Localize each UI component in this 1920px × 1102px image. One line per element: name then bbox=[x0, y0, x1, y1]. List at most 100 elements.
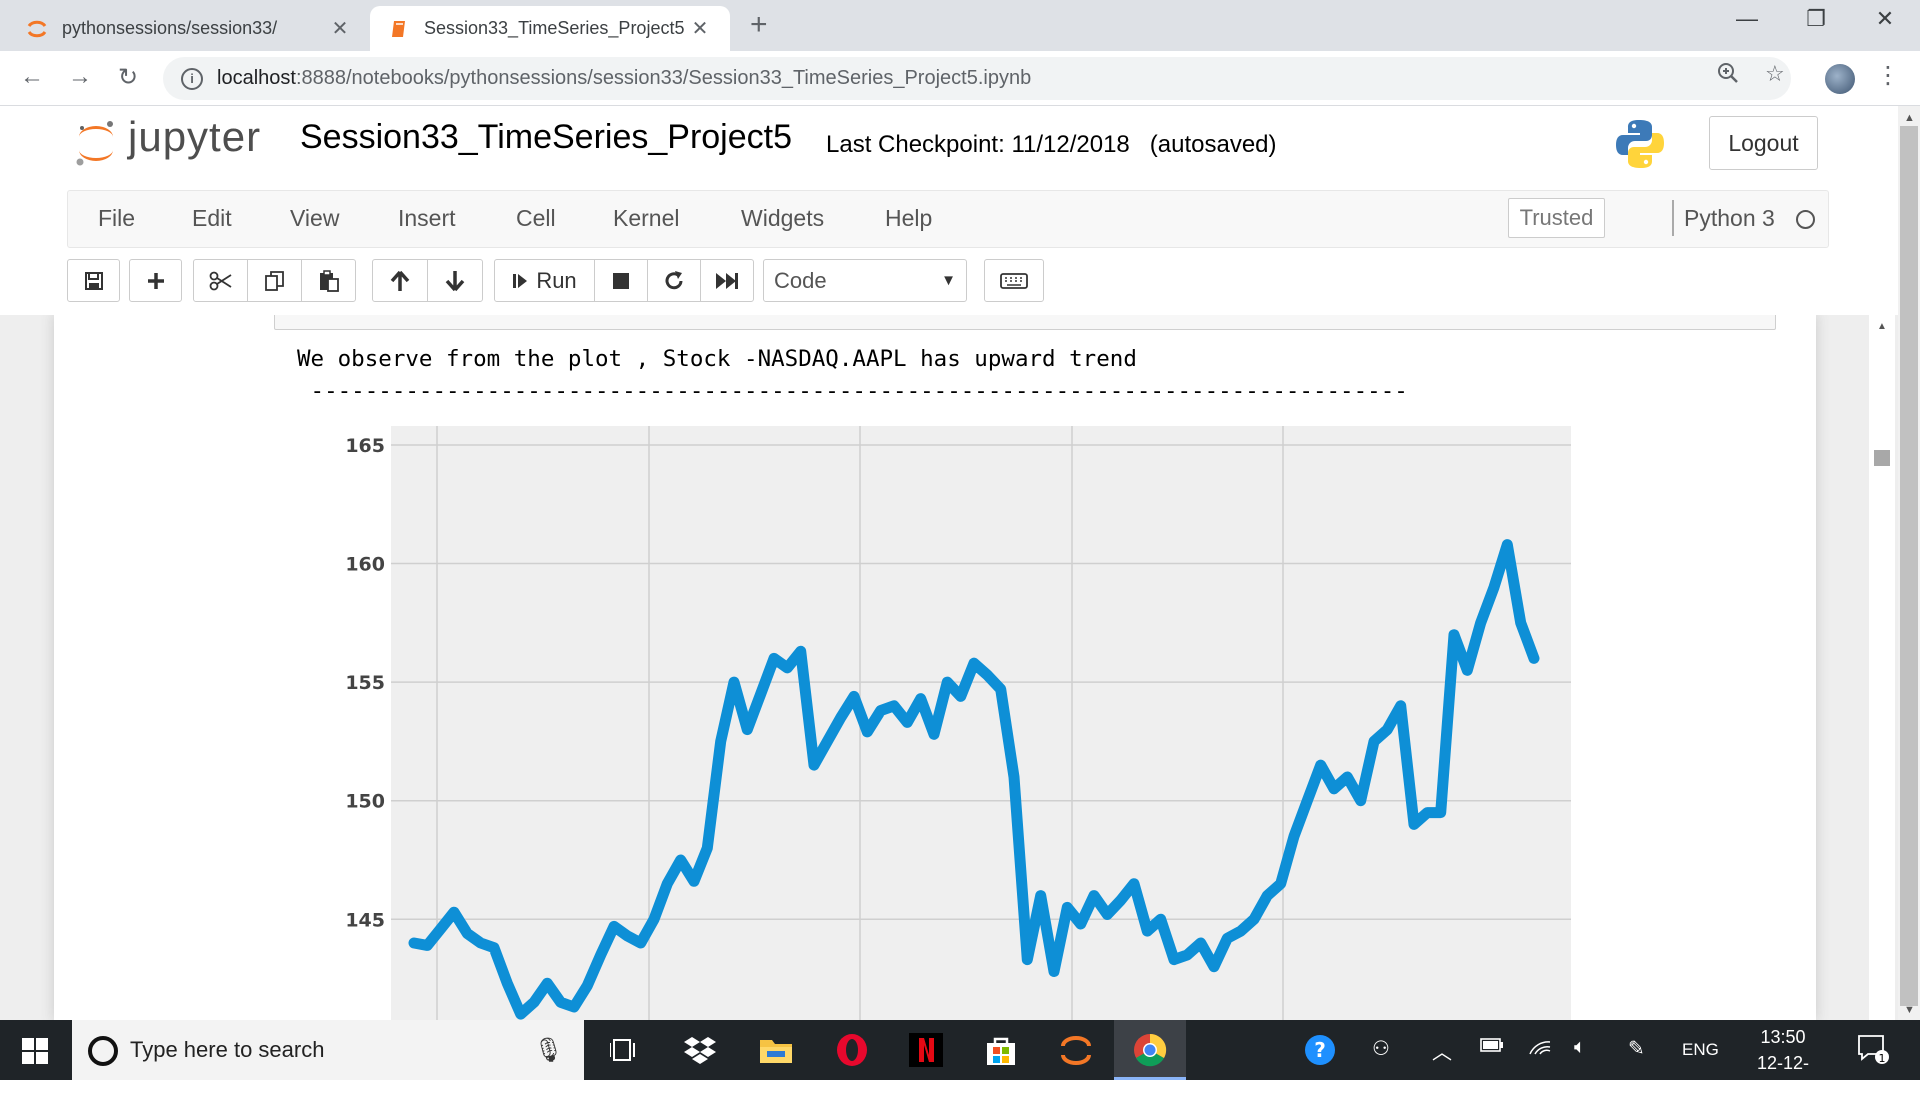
move-up-button[interactable] bbox=[372, 259, 428, 302]
menu-widgets[interactable]: Widgets bbox=[741, 205, 825, 231]
move-down-button[interactable] bbox=[427, 259, 483, 302]
notebook-container: We observe from the plot , Stock -NASDAQ… bbox=[54, 315, 1816, 1020]
close-window-icon[interactable]: ✕ bbox=[1875, 6, 1895, 31]
people-icon[interactable]: ⚇ bbox=[1372, 1038, 1390, 1060]
restart-button[interactable] bbox=[647, 259, 701, 302]
run-all-button[interactable] bbox=[700, 259, 754, 302]
site-info-icon[interactable]: i bbox=[181, 67, 203, 90]
page-scrollbar[interactable]: ▲ ▼ bbox=[1898, 106, 1920, 1020]
cut-button[interactable] bbox=[193, 259, 248, 302]
cell-output-text: We observe from the plot , Stock -NASDAQ… bbox=[297, 343, 1408, 407]
page-scroll-thumb[interactable] bbox=[1900, 126, 1918, 1006]
microsoft-store-icon[interactable] bbox=[983, 1032, 1019, 1068]
task-view-icon[interactable] bbox=[606, 1032, 642, 1068]
copy-button[interactable] bbox=[247, 259, 302, 302]
kernel-idle-icon bbox=[1796, 210, 1815, 229]
code-cell-input[interactable] bbox=[274, 315, 1776, 330]
page-scroll-up-icon[interactable]: ▲ bbox=[1904, 112, 1915, 124]
tab-title: pythonsessions/session33/ bbox=[62, 18, 278, 38]
cell-type-select[interactable]: Code ▼ bbox=[763, 259, 967, 302]
output-line-2: ----------------------------------------… bbox=[297, 378, 1408, 404]
profile-avatar[interactable] bbox=[1825, 64, 1855, 94]
language-indicator[interactable]: ENG bbox=[1682, 1040, 1719, 1059]
chevron-up-icon[interactable]: ︿ bbox=[1432, 1042, 1452, 1064]
new-tab-button[interactable]: + bbox=[750, 8, 768, 41]
zoom-icon[interactable] bbox=[1716, 61, 1740, 91]
menu-cell[interactable]: Cell bbox=[516, 205, 556, 231]
taskbar-search-box[interactable]: Type here to search 🎙 bbox=[72, 1020, 584, 1080]
fast-forward-icon bbox=[716, 272, 738, 289]
menu-help[interactable]: Help bbox=[885, 205, 933, 231]
keyboard-icon bbox=[1000, 272, 1028, 289]
minimize-icon[interactable]: — bbox=[1736, 6, 1758, 31]
notebook-name[interactable]: Session33_TimeSeries_Project5 bbox=[300, 118, 792, 156]
microphone-icon[interactable]: 🎙 bbox=[533, 1037, 564, 1064]
battery-icon[interactable] bbox=[1480, 1036, 1504, 1059]
notifications-icon[interactable]: 1 bbox=[1856, 1032, 1890, 1071]
interrupt-button[interactable] bbox=[594, 259, 648, 302]
python-logo-icon bbox=[1613, 117, 1667, 171]
stop-icon bbox=[613, 272, 629, 289]
insert-cell-button[interactable] bbox=[129, 259, 182, 302]
tab-title: Session33_TimeSeries_Project5 bbox=[424, 18, 685, 38]
opera-icon[interactable] bbox=[834, 1032, 870, 1068]
forward-arrow-icon[interactable]: → bbox=[68, 63, 92, 90]
address-bar[interactable]: i localhost:8888/notebooks/pythonsession… bbox=[163, 57, 1791, 100]
url-path: :8888/notebooks/pythonsessions/session33… bbox=[295, 67, 1032, 89]
notebook-scrollbar[interactable]: ▲ bbox=[1869, 315, 1895, 1020]
plot-area bbox=[391, 426, 1571, 1020]
command-palette-button[interactable] bbox=[984, 259, 1044, 302]
taskbar-clock[interactable]: 13:50 12-12-2018 bbox=[1738, 1024, 1828, 1102]
browser-tab-inactive[interactable]: pythonsessions/session33/ ✕ bbox=[8, 6, 370, 51]
wifi-icon[interactable] bbox=[1528, 1036, 1552, 1062]
close-tab-icon[interactable]: ✕ bbox=[691, 18, 709, 40]
clock-date: 12-12-2018 bbox=[1756, 1053, 1810, 1099]
chrome-taskbar-active[interactable] bbox=[1114, 1020, 1186, 1080]
browser-tab-strip: pythonsessions/session33/ ✕ Session33_Ti… bbox=[0, 0, 1920, 51]
volume-icon[interactable]: 🔈︎ bbox=[1574, 1036, 1586, 1058]
save-button[interactable] bbox=[67, 259, 120, 302]
y-tick-label: 160 bbox=[345, 554, 385, 576]
netflix-icon[interactable] bbox=[908, 1032, 944, 1068]
reload-icon[interactable]: ↻ bbox=[117, 64, 139, 91]
browser-tab-active[interactable]: Session33_TimeSeries_Project5 ✕ bbox=[370, 6, 730, 51]
dropbox-icon[interactable] bbox=[682, 1032, 718, 1068]
menu-file[interactable]: File bbox=[98, 205, 136, 231]
jupyter-logo-icon[interactable] bbox=[74, 118, 118, 168]
cell-type-value: Code bbox=[774, 267, 827, 293]
jupyter-taskbar-icon[interactable] bbox=[1058, 1032, 1094, 1068]
scissors-icon bbox=[209, 271, 231, 290]
url-host: localhost bbox=[217, 67, 296, 89]
page-scroll-down-icon[interactable]: ▼ bbox=[1904, 1004, 1915, 1016]
browser-toolbar: ← → ↻ i localhost:8888/notebooks/pythons… bbox=[0, 51, 1920, 106]
arrow-up-icon bbox=[390, 270, 410, 291]
logout-button[interactable]: Logout bbox=[1709, 116, 1818, 170]
jupyter-favicon-icon bbox=[26, 18, 48, 40]
chrome-icon bbox=[1134, 1033, 1167, 1067]
run-button[interactable]: Run bbox=[494, 259, 595, 302]
output-line-1: We observe from the plot , Stock -NASDAQ… bbox=[297, 346, 1137, 372]
help-icon[interactable]: ? bbox=[1302, 1032, 1338, 1068]
notebook-favicon-icon bbox=[388, 18, 410, 40]
menu-view[interactable]: View bbox=[290, 205, 340, 231]
jupyter-header bbox=[0, 106, 1898, 190]
scroll-thumb[interactable] bbox=[1874, 450, 1890, 466]
pen-icon[interactable]: ✎ bbox=[1628, 1038, 1645, 1060]
trusted-indicator[interactable]: Trusted bbox=[1508, 198, 1605, 238]
plus-icon bbox=[147, 272, 164, 289]
copy-icon bbox=[264, 270, 284, 291]
scroll-up-icon[interactable]: ▲ bbox=[1877, 321, 1887, 332]
close-tab-icon[interactable]: ✕ bbox=[331, 18, 349, 40]
menu-kernel[interactable]: Kernel bbox=[613, 205, 680, 231]
menu-edit[interactable]: Edit bbox=[192, 205, 232, 231]
file-explorer-icon[interactable] bbox=[758, 1032, 794, 1068]
restore-icon[interactable]: ❐ bbox=[1806, 6, 1826, 31]
svg-text:?: ? bbox=[1314, 1038, 1326, 1062]
browser-menu-icon[interactable]: ⋮ bbox=[1876, 62, 1900, 89]
windows-start-icon[interactable] bbox=[22, 1038, 48, 1069]
bookmark-star-icon[interactable]: ☆ bbox=[1765, 61, 1785, 86]
menu-insert[interactable]: Insert bbox=[398, 205, 456, 231]
paste-button[interactable] bbox=[301, 259, 356, 302]
back-arrow-icon[interactable]: ← bbox=[20, 63, 44, 90]
arrow-down-icon bbox=[445, 270, 465, 291]
